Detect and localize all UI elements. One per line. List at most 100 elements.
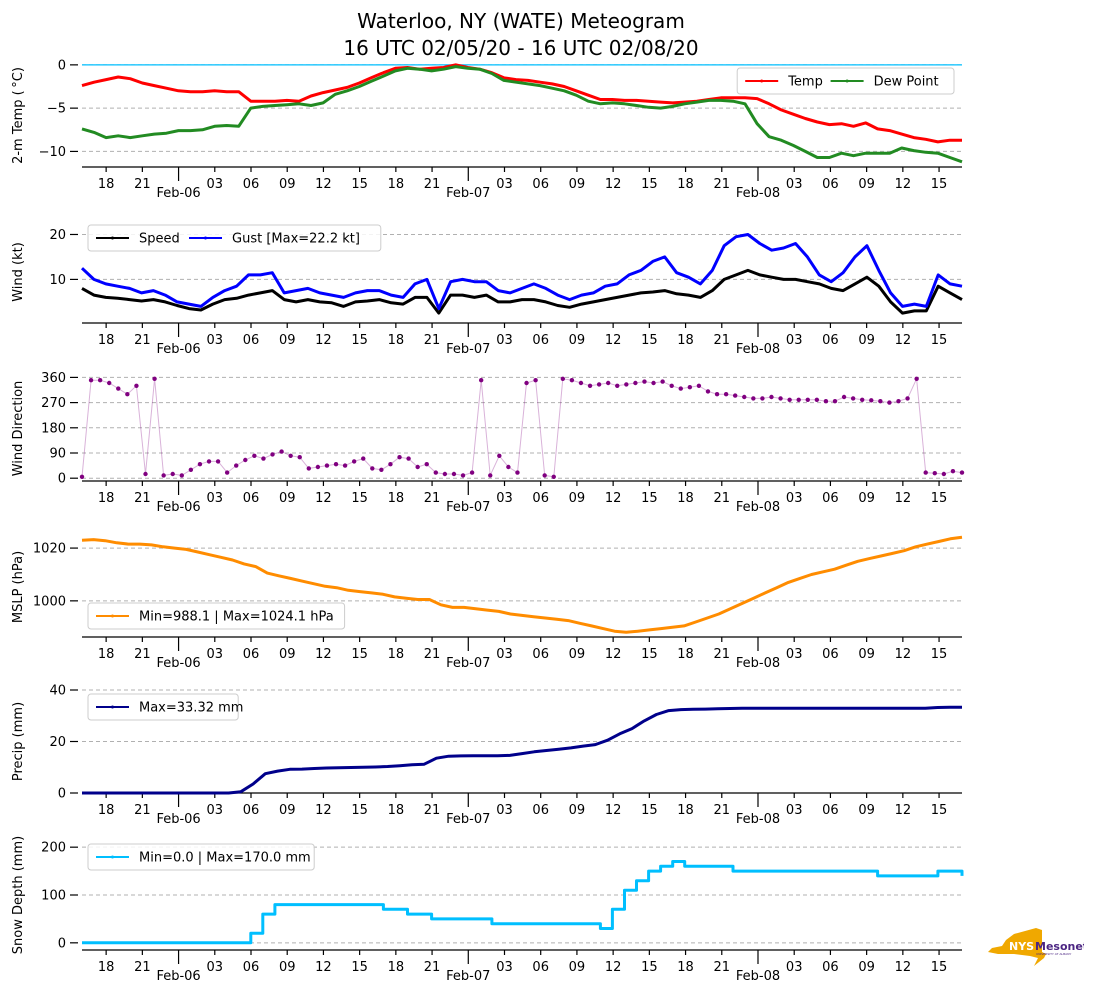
xtick-label: 09 [858,491,875,506]
data-point [560,376,566,381]
xtick-label: 03 [496,647,513,662]
xtick-label: 06 [532,333,549,348]
data-point [850,396,856,401]
xtick-label: Feb-06 [156,656,200,671]
xtick-label: Feb-06 [156,186,200,201]
xtick-label: 15 [931,177,948,192]
xtick-label: Feb-07 [446,186,490,201]
data-point [805,397,810,402]
ytick-label: 90 [49,447,66,462]
data-point [234,463,239,468]
xtick-label: 12 [895,333,912,348]
ytick-label: 1000 [33,594,66,609]
xtick-label: 03 [496,177,513,192]
xtick-label: 12 [895,647,912,662]
xtick-label: 12 [315,647,332,662]
xtick-label: 12 [315,177,332,192]
data-point [878,399,883,404]
xtick-label: 15 [351,803,368,818]
series-line-temp [81,63,962,144]
xtick-label: 12 [315,333,332,348]
panel-temp: 0 −5 −10 2-m Temp ( °C) 18 21 Feb-06 03 06 09 12 15… [11,58,963,201]
xtick-label: 06 [822,647,839,662]
data-point [224,470,230,475]
data-point [941,471,947,477]
data-point [88,378,94,383]
ytick-label: 20 [49,228,66,243]
data-point [887,400,892,405]
data-point [760,396,765,401]
data-point [134,383,139,388]
ytick-label: 100 [41,889,66,904]
legend-marker [111,236,114,240]
xtick-label: Feb-06 [156,500,200,515]
xtick-label: 06 [243,333,260,348]
xtick-label: 09 [858,647,875,662]
data-point [542,473,547,478]
legend-box [87,843,315,871]
ytick-label: 10 [49,273,66,288]
legend-marker [760,79,764,83]
xtick-label: Feb-08 [736,500,780,515]
series-line-min-988-1-max-1024-1-hpa [81,535,963,634]
data-point [397,455,402,460]
xtick-label: 21 [714,647,731,662]
data-point [152,376,157,381]
ytick-label: 0 [58,936,66,951]
legend-marker [111,705,114,709]
xtick-label: 09 [569,960,586,975]
xtick-label: 09 [569,333,586,348]
ytick-label: 1020 [33,542,66,557]
data-point [660,379,665,384]
data-point [107,380,112,386]
data-point [751,396,756,401]
data-point [823,399,829,404]
xtick-label: 18 [98,960,115,975]
xtick-label: 21 [714,491,731,506]
data-point [651,380,656,386]
panel-precip: 40 20 0 Precip (mm) 18 21 Feb-06 03 06 09 12 15 18 21… [11,684,963,827]
series-line-dew-point [81,65,963,164]
xtick-label: 18 [677,177,694,192]
y-axis-label: Snow Depth (mm) [11,836,26,954]
data-point [678,386,683,391]
xtick-label: 15 [351,647,368,662]
xtick-label: 06 [243,960,260,975]
xtick-label: 18 [677,803,694,818]
xtick-label: 21 [134,491,151,506]
panel-snow_depth: 200 100 0 Snow Depth (mm) 18 21 Feb-06 03 06 09 12… [11,836,964,984]
logo-brand-text: Mesonet [1035,940,1084,953]
y-axis-label: Wind Direction [11,381,26,477]
xtick-label: 15 [641,647,658,662]
data-point [179,473,184,478]
data-point [569,378,575,383]
data-point [215,459,221,464]
legend-box [87,224,382,252]
data-point [469,470,475,475]
xtick-label: 03 [496,333,513,348]
ytick-label: −10 [39,145,66,160]
xtick-label: 21 [134,960,151,975]
xtick-label: 15 [931,960,948,975]
data-point [896,399,901,404]
data-point [705,389,711,394]
data-point [506,464,511,470]
data-point [814,397,820,402]
data-point [488,473,493,478]
xtick-label: 03 [207,491,224,506]
xtick-label: 03 [207,803,224,818]
data-point [252,453,257,458]
xtick-label: Feb-07 [446,656,490,671]
data-point [796,397,801,402]
xtick-label: 21 [424,333,441,348]
xtick-label: 03 [786,803,803,818]
xtick-label: 12 [315,960,332,975]
xtick-label: 06 [532,960,549,975]
xtick-label: 09 [279,491,296,506]
xtick-label: 12 [605,647,622,662]
data-point [778,396,783,401]
data-point [270,452,275,457]
legend-marker [111,855,114,859]
data-point [787,397,792,402]
xtick-label: 18 [98,333,115,348]
